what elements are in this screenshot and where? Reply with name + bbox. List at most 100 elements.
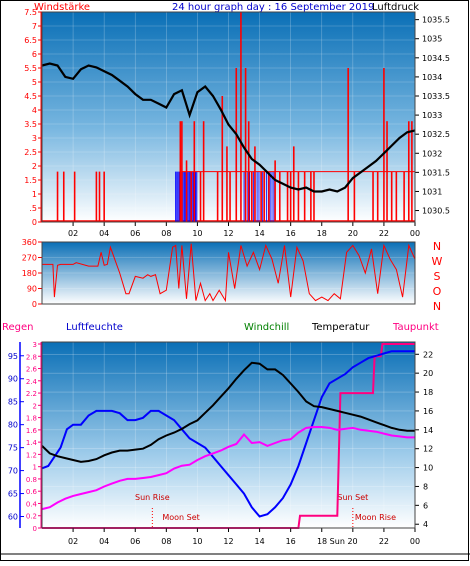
humidity-tick-label: 95 [8,352,18,361]
rain-tick-label: 0.2 [26,513,37,521]
humidity-tick-label: 75 [8,444,18,453]
rain-tick-label: 1.6 [26,427,38,435]
pressure-tick-label: 1033.5 [422,92,450,101]
x-tick-label: 08 [161,229,171,238]
temperature-tick-label: 18 [423,388,433,397]
direction-tick-label: 180 [22,269,37,278]
pressure-tick-label: 1033 [422,111,442,120]
wind-tick-label: 5 [32,78,37,87]
humidity-tick-label: 65 [8,490,18,499]
rain-tick-label: 0.8 [26,476,37,484]
x-tick-label: 14 [254,537,264,546]
rain-tick-label: 2 [33,402,37,410]
pressure-tick-label: 1032 [422,149,442,158]
pressure-tick-label: 1031 [422,187,442,196]
x-tick-label: 12 [223,229,233,238]
wind-bars [56,12,415,222]
pressure-line [41,62,416,193]
windchill-label: Windchill [244,322,289,333]
rain-tick-label: 2.6 [26,366,38,374]
wind-tick-label: 6.5 [24,36,37,45]
direction-tick-label: 270 [22,254,37,263]
wind-tick-label: 5.5 [24,64,37,73]
humidity-ticks: 60 65 70 75 80 85 90 95 [8,342,24,528]
temperature-tick-label: 12 [423,445,433,454]
pressure-tick-label: 1031.5 [422,168,450,177]
rain-tick-label: 1.8 [26,415,37,423]
pressure-tick-label: 1030.5 [422,207,450,216]
dewpoint-line [41,426,415,511]
top-plot-border [41,11,416,223]
rain-tick-label: 1.4 [26,439,38,447]
direction-tick-label: 90 [27,285,37,294]
pressure-tick-label: 1035 [422,35,442,44]
wind-tick-label: 3 [32,134,37,143]
wind-tick-label: 6 [32,50,37,59]
bottom-plot-area [42,342,415,528]
wind-tick-label: 4 [32,106,37,115]
rain-tick-label: 0.4 [26,500,38,508]
direction-tick-label: 360 [22,238,37,247]
bottom-plot-border [41,341,416,529]
x-tick-label: 10 [192,537,202,546]
rain-line [42,343,415,529]
compass-label: N [433,240,441,253]
astro-events: Sun Rise Moon Set Sun Set Moon Rise [135,493,396,528]
wind-direction-line [42,243,416,303]
wind-tick-label: 7.5 [24,8,37,17]
wind-axis-title: Windstärke [34,2,90,13]
rain-tick-label: 2.4 [26,378,38,386]
wind-tick-label: 4.5 [24,92,37,101]
direction-ticks: 0 90 180 270 360 [22,238,42,309]
x-tick-label: 02 [68,229,78,238]
compass-label: N [433,300,441,313]
humidity-tick-label: 80 [8,421,18,430]
x-tick-label: 16 [286,537,296,546]
pressure-ticks: 1030.5 1031 1031.5 1032 1032.5 1033 1033.5 1034… [415,16,450,216]
humidity-label: Luftfeuchte [66,322,123,333]
temperature-tick-label: 16 [423,407,433,416]
temperature-ticks: 4 6 8 10 12 14 16 18 20 22 [415,350,433,529]
temperature-tick-label: 22 [423,350,433,359]
moonrise-label: Moon Rise [355,513,396,522]
x-tick-label: 06 [130,537,140,546]
wind-ticks: 0 .5 1 1.5 2 2.5 3 3.5 4 4.5 5 5.5 6 6.5 7 7.5 [24,8,42,227]
sunrise-label: Sun Rise [135,493,170,502]
pressure-tick-label: 1035.5 [422,16,450,25]
x-tick-label: 20 [348,229,358,238]
moonset-label: Moon Set [162,513,199,522]
temperature-tick-label: 14 [423,426,433,435]
rain-ticks: 0 0.2 0.4 0.6 0.8 1 1.2 1.4 1.6 1.8 2 2.2 2.4 2.6 2.8 3 [26,341,42,533]
wind-tick-label: 2.5 [24,148,37,157]
x-tick-label: 06 [130,229,140,238]
x-tick-label: 16 [286,229,296,238]
temperature-label: Temperatur [311,322,370,333]
rain-tick-label: 0 [33,525,37,533]
pressure-tick-label: 1032.5 [422,130,450,139]
wind-tick-label: 2 [32,162,37,171]
chart-title: 24 hour graph day : 16 September 2019 [172,2,374,13]
compass-label: W [432,255,443,268]
humidity-tick-label: 70 [8,467,18,476]
rain-tick-label: 2.2 [26,390,37,398]
rain-tick-label: 2.8 [26,353,37,361]
rain-tick-label: 0.6 [26,488,38,496]
rain-tick-label: 3 [33,341,37,349]
temperature-line [41,361,415,463]
wind-tick-label: 7 [32,22,37,31]
x-tick-label: 12 [223,537,233,546]
top-x-ticks: 02 04 06 08 10 12 14 16 18 20 22 00 [68,222,420,238]
sunset-x-label: 18 Sun 20 [317,537,358,546]
humidity-line [41,350,415,518]
humidity-tick-label: 90 [8,375,18,384]
wind-tick-label: 1 [32,190,37,199]
rain-tick-label: 1.2 [26,451,37,459]
temperature-tick-label: 20 [423,369,433,378]
x-tick-label: 02 [68,537,78,546]
direction-tick-label: 0 [32,300,37,309]
x-tick-label: 22 [379,537,389,546]
wind-tick-label: 0 [32,218,37,227]
